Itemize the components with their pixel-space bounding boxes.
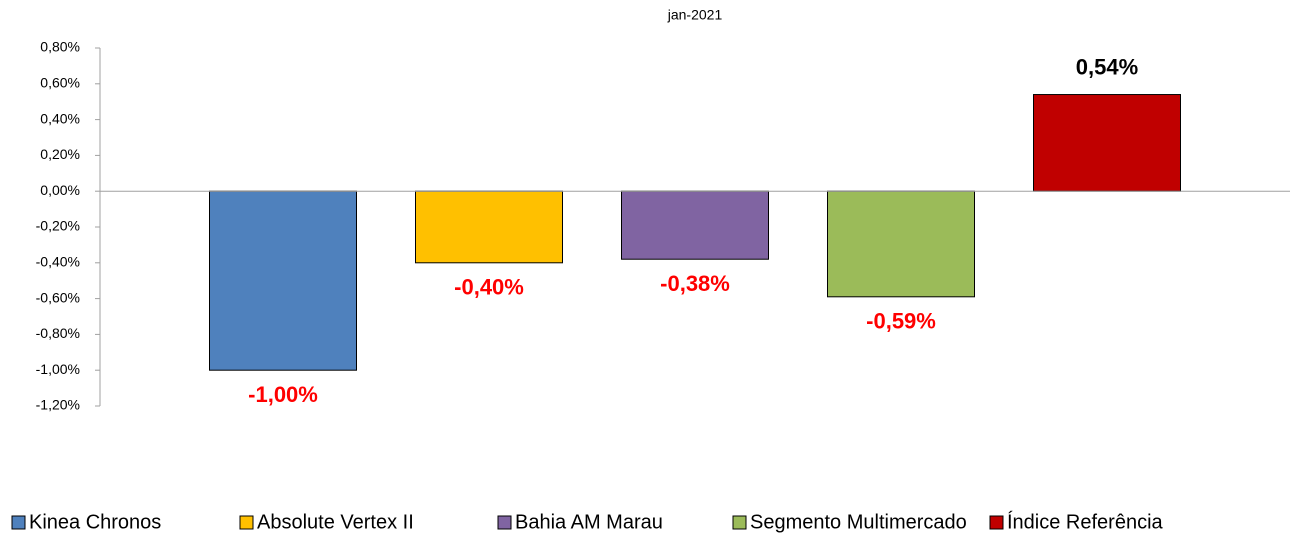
y-tick-label: 0,20%: [40, 146, 80, 162]
y-tick-label: -0,40%: [36, 254, 80, 270]
legend-label: Absolute Vertex II: [257, 511, 414, 533]
bar: [209, 190, 357, 371]
legend-label: Kinea Chronos: [29, 511, 161, 533]
legend-label: Bahia AM Marau: [515, 511, 663, 533]
data-label: -0,38%: [660, 271, 730, 296]
data-label: -0,40%: [454, 275, 524, 300]
y-tick-label: -0,20%: [36, 218, 80, 234]
y-tick-label: 0,60%: [40, 75, 80, 91]
data-label: 0,54%: [1076, 54, 1138, 79]
y-tick-label: -1,00%: [36, 361, 80, 377]
bar: [827, 190, 975, 298]
legend-swatch: [239, 515, 254, 530]
legend-swatch: [497, 515, 512, 530]
bar: [1033, 94, 1181, 192]
bar: [621, 190, 769, 260]
y-tick-label: 0,80%: [40, 39, 80, 55]
y-tick-label: -1,20%: [36, 397, 80, 413]
y-tick-label: 0,00%: [40, 182, 80, 198]
legend-label: Índice Referência: [1007, 510, 1164, 533]
legend-swatch: [989, 515, 1004, 530]
y-tick-label: 0,40%: [40, 110, 80, 126]
data-label: -0,59%: [866, 309, 936, 334]
chart-title: jan-2021: [667, 7, 723, 23]
legend-swatch: [732, 515, 747, 530]
data-label: -1,00%: [248, 382, 318, 407]
y-tick-label: -0,60%: [36, 289, 80, 305]
legend-label: Segmento Multimercado: [750, 511, 967, 533]
legend-swatch: [11, 515, 26, 530]
y-tick-label: -0,80%: [36, 325, 80, 341]
bar: [415, 190, 563, 264]
